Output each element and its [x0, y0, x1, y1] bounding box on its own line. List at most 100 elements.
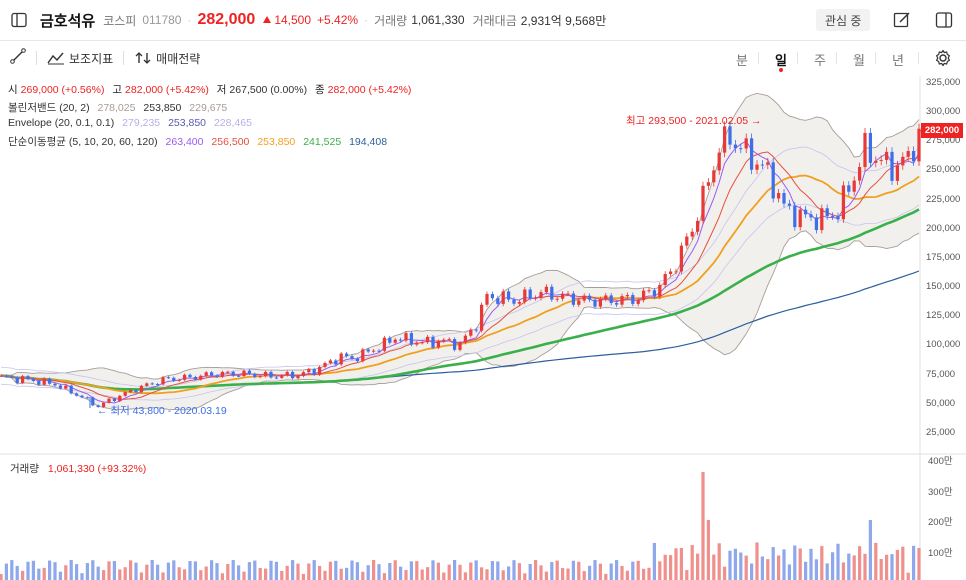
candle-body	[209, 372, 214, 376]
candle-body	[64, 385, 68, 389]
volume-bar	[123, 567, 127, 580]
stock-name: 금호석유	[40, 12, 96, 30]
close-label: 종	[314, 84, 325, 96]
candle-body	[911, 151, 916, 162]
price-change: 14,500	[263, 13, 311, 27]
period-week[interactable]: 주	[814, 53, 826, 68]
volume-bar	[118, 569, 122, 580]
volume-bar	[641, 568, 646, 580]
volume-bar	[609, 563, 613, 580]
volume-bar	[425, 567, 430, 580]
volume-bar	[339, 568, 343, 580]
volume-bar	[404, 570, 408, 580]
candle-body	[409, 333, 414, 345]
period-day[interactable]: 일	[775, 53, 787, 68]
volume-bar	[755, 542, 759, 580]
volume-bar	[0, 574, 3, 580]
indicator-button[interactable]: 보조지표	[47, 50, 113, 67]
volume-bar	[722, 566, 727, 580]
volume-bar	[506, 566, 511, 580]
strategy-button[interactable]: 매매전략	[134, 50, 200, 67]
volume-bars	[0, 472, 921, 580]
candle-body	[841, 185, 846, 220]
envelope-label: Envelope (20, 0.1, 0.1)	[8, 117, 115, 129]
candle-body	[37, 380, 41, 385]
ma5-line	[0, 140, 920, 404]
candle-body	[463, 335, 468, 343]
settings-gear-icon[interactable]	[934, 49, 952, 72]
volume-bar	[577, 561, 581, 580]
volume-bar	[647, 567, 651, 580]
price-axis-label: 175,000	[926, 251, 961, 263]
candle-body	[145, 383, 149, 386]
volume-bar	[145, 564, 149, 580]
volume-bar	[760, 556, 765, 580]
volume-axis-label: 300만	[928, 486, 953, 498]
volume-bar	[155, 564, 160, 580]
volume-axis-label: 200만	[928, 517, 953, 528]
draw-tool-icon[interactable]	[10, 47, 26, 69]
sidebar-toggle-icon[interactable]	[10, 11, 28, 29]
candle-body	[263, 371, 268, 377]
price-change-pct: +5.42%	[317, 13, 359, 27]
volume-bar	[80, 573, 84, 580]
ma5-value: 263,400	[165, 136, 204, 148]
volume-bar	[4, 563, 9, 580]
candle-body	[242, 370, 246, 377]
candle-body	[760, 164, 765, 166]
edit-icon[interactable]	[893, 11, 911, 34]
volume-bar	[814, 559, 819, 580]
chart-toolbar: 보조지표 매매전략	[0, 41, 966, 75]
volume-bar	[274, 561, 279, 580]
volume-bar	[744, 555, 748, 580]
panel-toggle-icon[interactable]	[935, 11, 953, 34]
candle-body	[647, 290, 651, 292]
candle-body	[550, 286, 554, 300]
separator-dot: ·	[187, 13, 192, 27]
volume-bar	[706, 520, 711, 580]
volume-bar	[733, 548, 738, 580]
candle-body	[479, 304, 484, 331]
candle-body	[161, 377, 165, 385]
volume-bar	[101, 570, 106, 580]
period-month[interactable]: 월	[853, 53, 865, 68]
candle-body	[26, 376, 30, 379]
low-annotation: ← 최저 43,800 - 2020.03.19	[97, 403, 227, 418]
volume-bar	[517, 563, 522, 580]
candle-body	[339, 353, 343, 365]
volume-bar	[787, 564, 792, 580]
period-minute[interactable]: 분	[736, 53, 748, 68]
candle-body	[766, 162, 770, 165]
volume-label: 거래량	[374, 13, 408, 28]
close-value: 282,000 (+5.42%)	[327, 84, 412, 96]
volume-bar	[911, 545, 916, 580]
volume-bar	[469, 562, 473, 580]
candle-body	[134, 390, 138, 393]
volume-bar	[366, 565, 370, 580]
candle-body	[884, 151, 889, 160]
volume-bar	[868, 520, 873, 580]
volume-bar	[533, 560, 538, 580]
volume-bar	[879, 559, 883, 580]
favorite-button[interactable]: 관심 중	[816, 9, 871, 31]
volume-bar	[388, 562, 392, 580]
stock-code: 011780	[142, 13, 182, 27]
candle-body	[582, 295, 586, 301]
envelope-upper-line	[0, 146, 920, 387]
candle-body	[458, 342, 462, 350]
candle-body	[771, 162, 775, 199]
candle-body	[577, 300, 581, 305]
candle-body	[290, 371, 295, 379]
period-year[interactable]: 년	[892, 53, 904, 68]
volume-bar	[334, 560, 338, 580]
volume-bar	[442, 572, 446, 580]
candle-body	[215, 375, 219, 377]
candle-body	[4, 375, 9, 377]
volume-bar	[193, 561, 198, 580]
price-axis-label: 250,000	[926, 164, 961, 176]
volume-bar	[37, 568, 41, 580]
candle-body	[501, 291, 505, 304]
volume-bar	[177, 567, 181, 580]
period-divider	[875, 52, 876, 64]
volume-bar	[582, 571, 586, 580]
